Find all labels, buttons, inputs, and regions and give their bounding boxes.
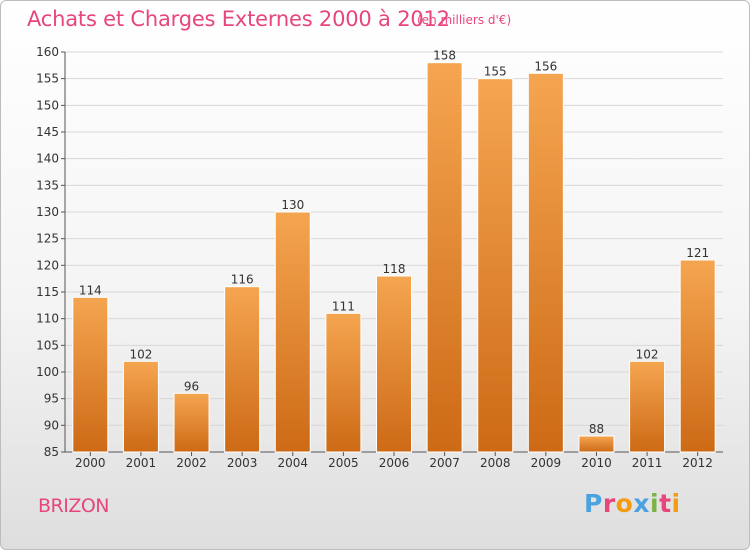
x-tick-label: 2003 (227, 456, 258, 470)
data-label: 130 (281, 198, 304, 212)
data-label: 102 (636, 347, 659, 361)
y-tick-label: 135 (36, 178, 59, 192)
y-tick-label: 100 (36, 365, 59, 379)
x-tick-label: 2012 (682, 456, 713, 470)
x-tick-label: 2008 (480, 456, 511, 470)
y-tick-label: 130 (36, 205, 59, 219)
y-tick-label: 90 (44, 418, 59, 432)
chart-subtitle: (en milliers d'€) (417, 13, 512, 27)
y-tick-label: 95 (44, 392, 59, 406)
x-tick-label: 2009 (531, 456, 562, 470)
y-tick-label: 85 (44, 445, 59, 459)
x-tick-label: 2010 (581, 456, 612, 470)
data-label: 88 (589, 422, 604, 436)
x-tick-label: 2000 (75, 456, 106, 470)
bar (679, 259, 716, 453)
y-tick-label: 110 (36, 312, 59, 326)
y-tick-label: 125 (36, 232, 59, 246)
chart-title: Achats et Charges Externes 2000 à 2012 (27, 7, 450, 31)
logo-letter: i (650, 489, 660, 518)
bar (629, 360, 666, 453)
y-tick-label: 155 (36, 72, 59, 86)
bar (426, 62, 463, 453)
logo-letter: t (659, 489, 672, 518)
place-name: BRIZON (38, 495, 110, 517)
bar (325, 312, 362, 453)
y-tick-label: 115 (36, 285, 59, 299)
bar (173, 392, 210, 453)
bar (376, 275, 412, 453)
x-tick-label: 2011 (632, 456, 663, 470)
x-tick-label: 2007 (429, 456, 460, 470)
y-tick-label: 120 (36, 258, 59, 272)
x-tick-label: 2004 (277, 456, 308, 470)
logo-letter: P (584, 489, 603, 518)
x-tick-label: 2001 (126, 456, 157, 470)
y-tick-label: 105 (36, 338, 59, 352)
data-label: 96 (184, 379, 199, 393)
logo-letter: i (671, 489, 681, 518)
data-label: 156 (534, 59, 557, 73)
bar (122, 360, 159, 453)
x-tick-label: 2006 (379, 456, 410, 470)
bar (224, 286, 261, 453)
data-label: 111 (332, 299, 355, 313)
data-label: 116 (231, 273, 254, 287)
bar (477, 78, 514, 453)
data-label: 121 (686, 246, 709, 260)
data-label: 158 (433, 49, 456, 63)
data-label: 155 (484, 65, 507, 79)
logo-letter: r (602, 489, 616, 518)
bar (274, 211, 311, 453)
data-label: 118 (383, 262, 406, 276)
proxiti-logo: Proxiti (584, 489, 681, 518)
data-label: 102 (129, 347, 152, 361)
logo-letter: o (615, 489, 634, 518)
y-tick-label: 145 (36, 125, 59, 139)
x-tick-label: 2005 (328, 456, 359, 470)
y-tick-label: 160 (36, 45, 59, 59)
logo-letter: x (633, 489, 650, 518)
y-tick-label: 140 (36, 152, 59, 166)
bar (527, 72, 564, 453)
x-tick-label: 2002 (176, 456, 207, 470)
y-tick-label: 150 (36, 98, 59, 112)
data-label: 114 (79, 283, 102, 297)
bar (578, 435, 615, 453)
bar (72, 296, 109, 453)
